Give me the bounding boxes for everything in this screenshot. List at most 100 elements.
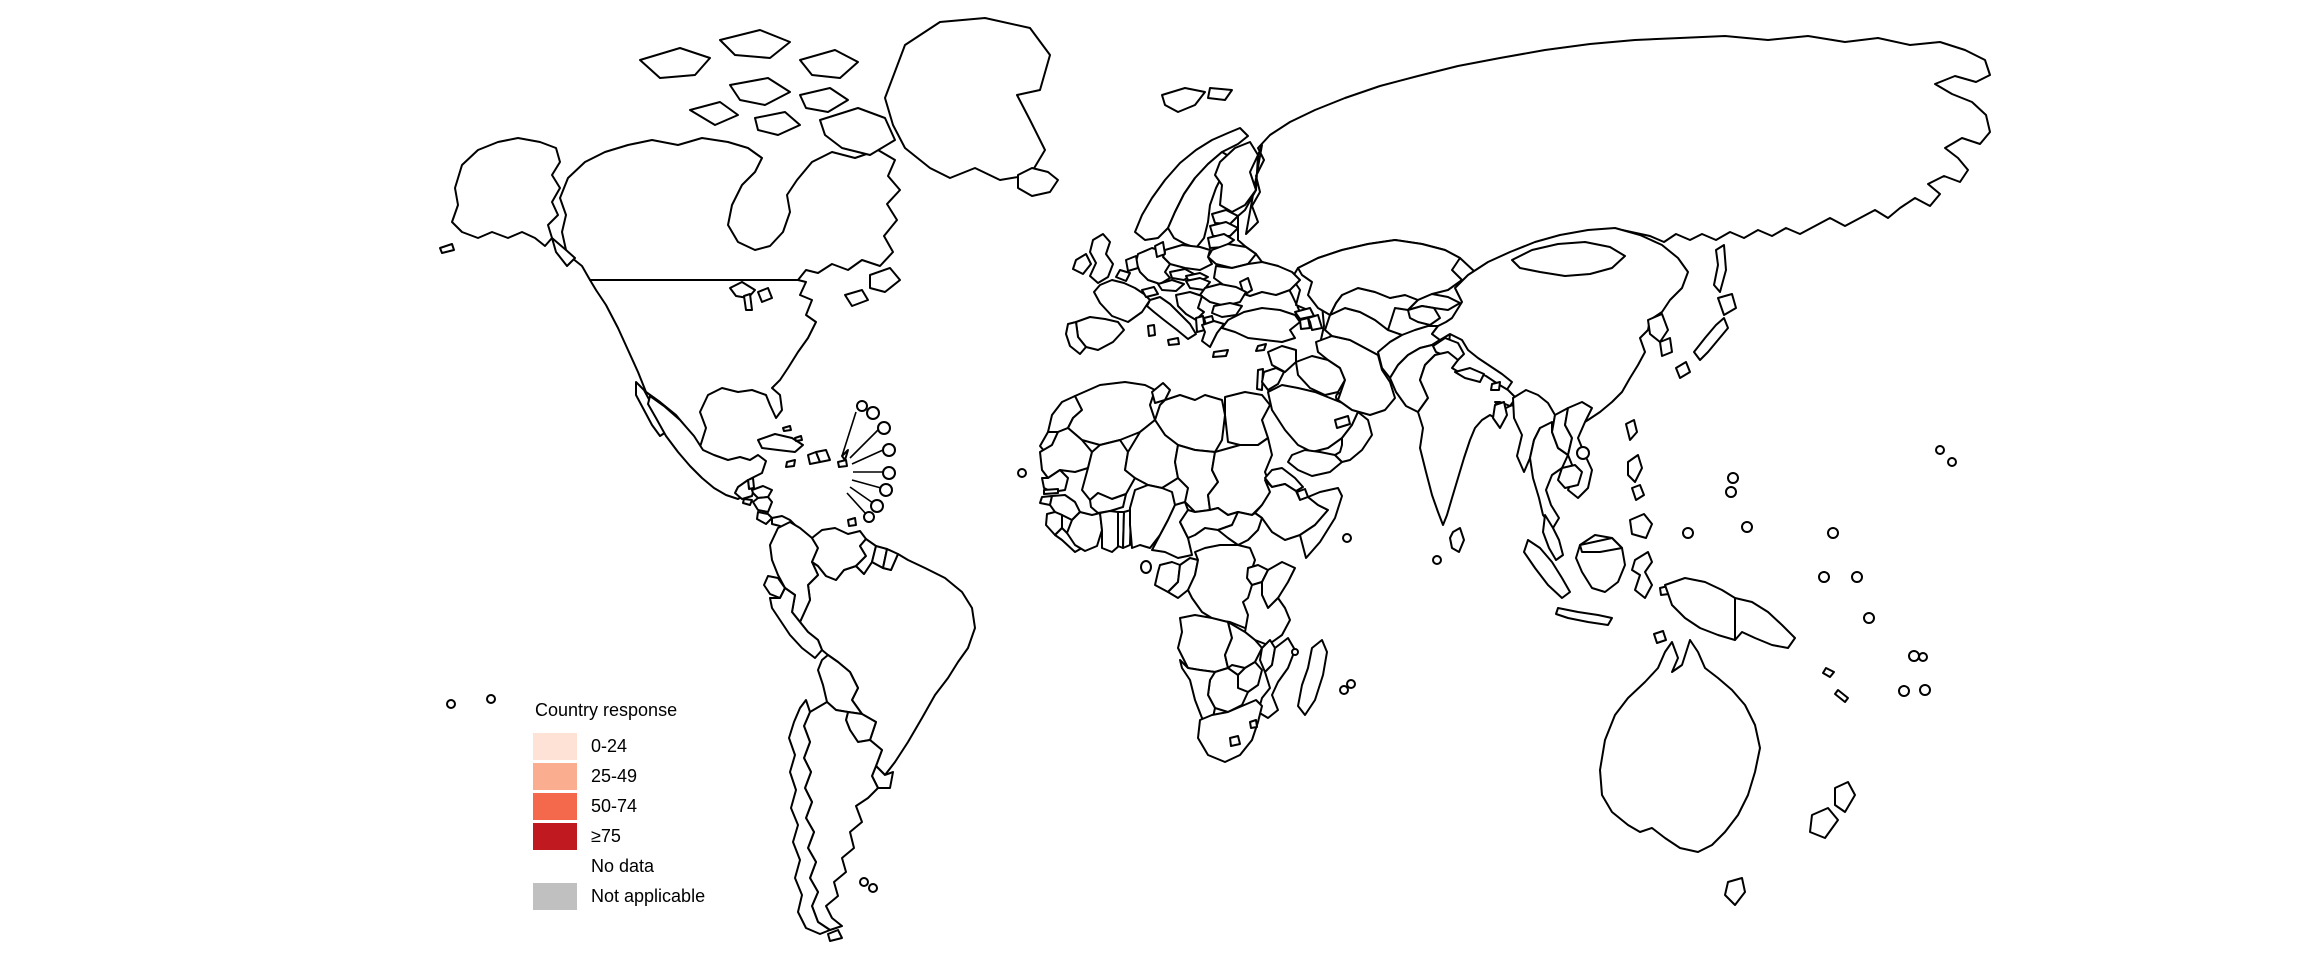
- country-north-korea: [1647, 313, 1669, 343]
- pacific-island: [1947, 457, 1957, 467]
- country-indonesia-sulawesi: [1631, 551, 1653, 599]
- country-alaska: [451, 137, 561, 247]
- legend-label-not-applicable: Not applicable: [591, 886, 706, 906]
- country-guyana: [855, 538, 877, 575]
- country-malaysia-borneo: [1579, 537, 1623, 553]
- country-burkina-faso: [1089, 492, 1127, 514]
- country-china: [1431, 227, 1689, 433]
- arctic-island: [689, 101, 739, 126]
- country-madagascar: [1297, 639, 1328, 716]
- country-greece: [1201, 320, 1225, 348]
- country-indonesia-java: [1555, 607, 1613, 626]
- legend-label-75plus: ≥75: [591, 826, 621, 846]
- antilles-island: [866, 406, 880, 420]
- legend-row-75plus: ≥75: [533, 821, 705, 851]
- antilles-island: [882, 443, 896, 457]
- country-west-papua: [1664, 577, 1736, 641]
- arctic-island: [754, 111, 801, 136]
- legend-row-not-applicable: Not applicable: [533, 881, 705, 911]
- falkland-island: [859, 877, 869, 887]
- island-nova-scotia: [844, 289, 869, 307]
- pacific-island: [1741, 521, 1753, 533]
- country-japan-honshu: [1693, 317, 1729, 361]
- country-latvia: [1209, 221, 1239, 237]
- alaska-panhandle: [551, 237, 576, 267]
- country-turkey: [1221, 307, 1301, 343]
- country-equatorial-guinea: [1140, 560, 1152, 574]
- country-namibia: [1179, 659, 1216, 723]
- country-iceland: [1017, 167, 1059, 197]
- country-egypt: [1224, 391, 1271, 446]
- country-svalbard-east: [1207, 87, 1233, 101]
- country-philippines-mindanao: [1629, 513, 1653, 539]
- country-jamaica: [785, 459, 796, 468]
- leader-line: [849, 486, 874, 504]
- great-lake: [743, 293, 753, 311]
- country-malaysia: [1542, 514, 1564, 561]
- island-comoros: [1291, 648, 1299, 656]
- country-guam: [1727, 472, 1739, 484]
- leader-line: [846, 492, 867, 515]
- country-philippines-visayas: [1631, 484, 1645, 501]
- arctic-island: [819, 107, 896, 156]
- legend-label-no-data: No data: [591, 856, 655, 876]
- island-socotra: [1342, 533, 1352, 543]
- arctic-island: [639, 47, 711, 79]
- country-syria: [1267, 345, 1297, 373]
- country-nepal: [1454, 367, 1485, 383]
- region-kashmir: [1432, 337, 1465, 364]
- country-senegal: [1041, 469, 1069, 493]
- country-bangladesh: [1492, 401, 1508, 429]
- country-papua-new-guinea: [1734, 597, 1796, 649]
- country-uae: [1334, 415, 1351, 429]
- country-el-salvador: [742, 498, 753, 506]
- country-iraq: [1295, 355, 1346, 396]
- country-south-africa: [1197, 699, 1263, 763]
- country-west-balkans: [1175, 291, 1205, 321]
- antilles-island: [863, 511, 875, 523]
- country-bermuda: [856, 400, 868, 412]
- country-indonesia-sumatra: [1523, 539, 1571, 599]
- aleutian-island: [439, 243, 455, 254]
- legend-title: Country response: [535, 700, 678, 720]
- country-italy: [1146, 296, 1197, 340]
- country-australia: [1599, 639, 1761, 853]
- island-tasmania: [1724, 877, 1746, 906]
- arctic-island: [729, 77, 791, 106]
- country-sri-lanka: [1449, 527, 1465, 553]
- country-portugal: [1065, 321, 1087, 355]
- pacific-island: [1818, 571, 1830, 583]
- country-angola: [1177, 614, 1233, 673]
- country-cote-divoire: [1066, 511, 1103, 552]
- island-hainan: [1576, 446, 1590, 460]
- leader-arrowhead: [841, 449, 849, 461]
- falkland-island: [868, 883, 878, 893]
- antilles-island: [882, 466, 896, 480]
- island-sakhalin: [1713, 244, 1727, 293]
- country-n-mariana: [1725, 486, 1737, 498]
- legend-swatch-no-data: [533, 852, 577, 880]
- leader-line: [851, 449, 884, 465]
- country-israel: [1256, 368, 1264, 391]
- legend-swatch-50-74: [533, 792, 577, 820]
- country-switzerland: [1141, 286, 1159, 298]
- pacific-island: [1822, 667, 1835, 678]
- new-caledonia: [1834, 689, 1849, 703]
- legend-row-no-data: No data: [533, 851, 705, 881]
- country-mongolia: [1511, 241, 1626, 277]
- legend-swatch-not-applicable: [533, 882, 577, 910]
- great-lake: [757, 287, 773, 303]
- country-chile: [788, 699, 831, 935]
- island-reunion: [1346, 679, 1356, 689]
- country-cambodia: [1557, 464, 1583, 489]
- antilles-island: [877, 421, 891, 435]
- legend-swatch-75plus: [533, 822, 577, 850]
- island-sicily: [1167, 337, 1180, 346]
- country-hungary: [1185, 277, 1211, 291]
- country-finland: [1214, 141, 1259, 213]
- island-crete: [1212, 349, 1229, 358]
- island-cape-verde: [1017, 468, 1027, 478]
- country-nauru: [1851, 571, 1863, 583]
- legend-swatch-0-24: [533, 732, 577, 760]
